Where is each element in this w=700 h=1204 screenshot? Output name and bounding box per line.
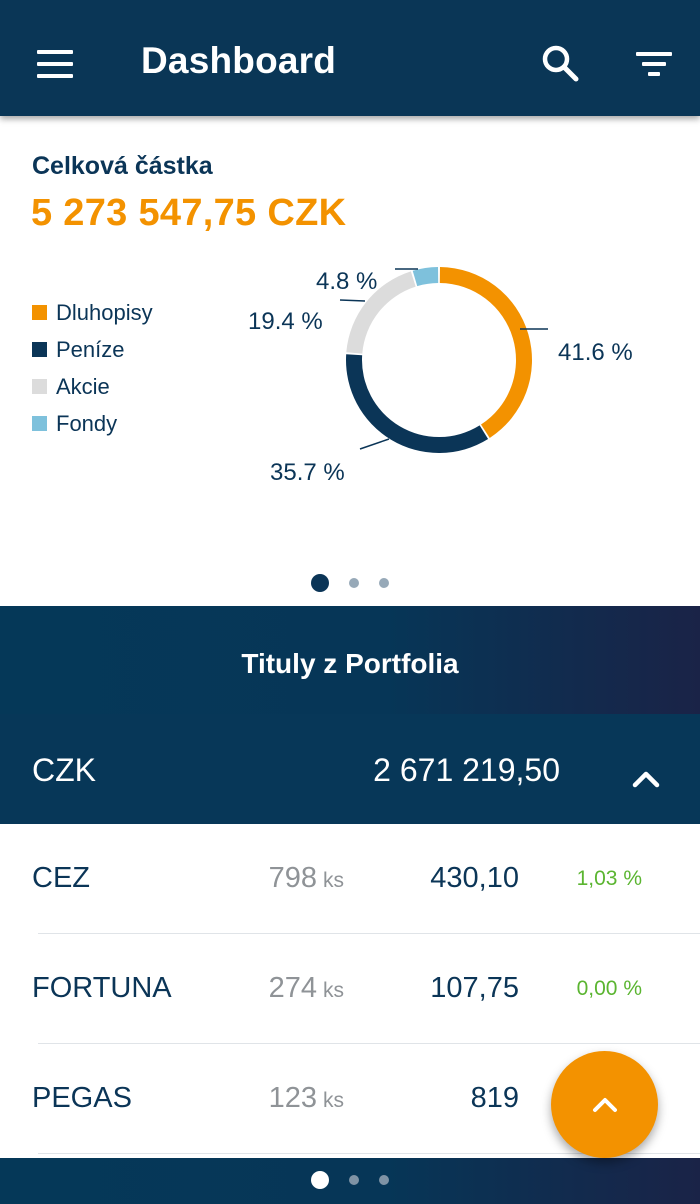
donut-slice-dluhopisy	[439, 267, 533, 438]
currency-group-row[interactable]: CZK 2 671 219,50	[0, 714, 700, 824]
summary-pager	[0, 574, 700, 592]
quantity-unit: ks	[323, 1089, 344, 1112]
legend-label: Peníze	[56, 336, 125, 362]
row-divider	[38, 1043, 700, 1044]
holding-name: FORTUNA	[32, 972, 172, 1004]
quantity-unit: ks	[323, 979, 344, 1002]
holding-change: 1,03 %	[576, 867, 642, 890]
donut-slice-peníze	[345, 354, 489, 453]
pager-dot-2[interactable]	[349, 1175, 359, 1185]
portfolio-title: Tituly z Portfolia	[241, 648, 459, 679]
slice-label-dluhopisy: 41.6 %	[558, 339, 633, 366]
holding-quantity: 123 ks	[269, 1082, 344, 1115]
chevron-up-icon[interactable]	[622, 758, 670, 798]
row-divider	[38, 1153, 700, 1154]
legend-item-penize: Peníze	[32, 331, 153, 368]
holding-price: 107,75	[430, 972, 519, 1004]
legend-swatch	[32, 305, 47, 320]
pager-dot-2[interactable]	[349, 578, 359, 588]
slice-label-fondy: 4.8 %	[316, 268, 377, 295]
legend-label: Dluhopisy	[56, 299, 153, 325]
holding-name: CEZ	[32, 862, 90, 894]
donut-slice-fondy	[412, 267, 439, 287]
pager-dot-1[interactable]	[310, 574, 329, 592]
chart-legend: Dluhopisy Peníze Akcie Fondy	[32, 294, 153, 442]
app-bar: Dashboard	[0, 0, 700, 116]
currency-total: 2 671 219,50	[373, 752, 560, 788]
bottom-pager-bar	[0, 1158, 700, 1204]
donut-slice-akcie	[346, 271, 416, 354]
chevron-up-icon	[593, 1098, 617, 1112]
holdings-list: CEZ 798 ks 430,10 1,03 % FORTUNA 274 ks 10…	[0, 824, 700, 1154]
row-divider	[38, 933, 700, 934]
currency-code: CZK	[32, 752, 96, 788]
scroll-top-button[interactable]	[551, 1051, 658, 1158]
pager-dot-1[interactable]	[310, 1171, 329, 1189]
bottom-pager	[0, 1171, 700, 1189]
holding-row-pegas[interactable]: PEGAS 123 ks 819	[0, 1044, 700, 1154]
portfolio-section-header: Tituly z Portfolia	[0, 606, 700, 714]
legend-item-akcie: Akcie	[32, 368, 153, 405]
filter-icon[interactable]	[624, 34, 684, 94]
quantity-unit: ks	[323, 869, 344, 892]
holding-price: 819	[470, 1082, 519, 1114]
legend-swatch	[32, 379, 47, 394]
slice-label-leader	[339, 299, 366, 302]
slice-label-peníze: 35.7 %	[270, 459, 345, 486]
page-title: Dashboard	[141, 40, 337, 81]
legend-swatch	[32, 342, 47, 357]
holding-change: 0,00 %	[576, 977, 642, 1000]
legend-label: Akcie	[56, 373, 110, 399]
slice-label-leader	[359, 438, 390, 450]
total-amount-value: 5 273 547,75 CZK	[31, 192, 347, 234]
holding-row-fortuna[interactable]: FORTUNA 274 ks 107,75 0,00 %	[0, 934, 700, 1044]
holding-row-cez[interactable]: CEZ 798 ks 430,10 1,03 %	[0, 824, 700, 934]
legend-swatch	[32, 416, 47, 431]
pager-dot-3[interactable]	[379, 578, 390, 588]
portfolio-summary-card: Celková částka 5 273 547,75 CZK Dluhopis…	[0, 116, 700, 606]
holding-price: 430,10	[430, 862, 519, 894]
hamburger-menu-icon[interactable]	[24, 36, 86, 92]
total-amount-label: Celková částka	[32, 152, 213, 180]
slice-label-akcie: 19.4 %	[248, 308, 323, 335]
search-icon[interactable]	[530, 34, 590, 94]
quantity-value: 123	[268, 1082, 317, 1114]
legend-item-dluhopisy: Dluhopisy	[32, 294, 153, 331]
quantity-value: 274	[268, 972, 317, 1004]
legend-item-fondy: Fondy	[32, 405, 153, 442]
holding-name: PEGAS	[32, 1082, 132, 1114]
pager-dot-3[interactable]	[379, 1175, 390, 1185]
holding-quantity: 274 ks	[269, 972, 344, 1005]
allocation-donut-chart: 41.6 % 35.7 % 19.4 % 4.8 %	[248, 267, 633, 486]
legend-label: Fondy	[56, 410, 118, 436]
quantity-value: 798	[268, 862, 317, 894]
holding-quantity: 798 ks	[269, 862, 344, 895]
